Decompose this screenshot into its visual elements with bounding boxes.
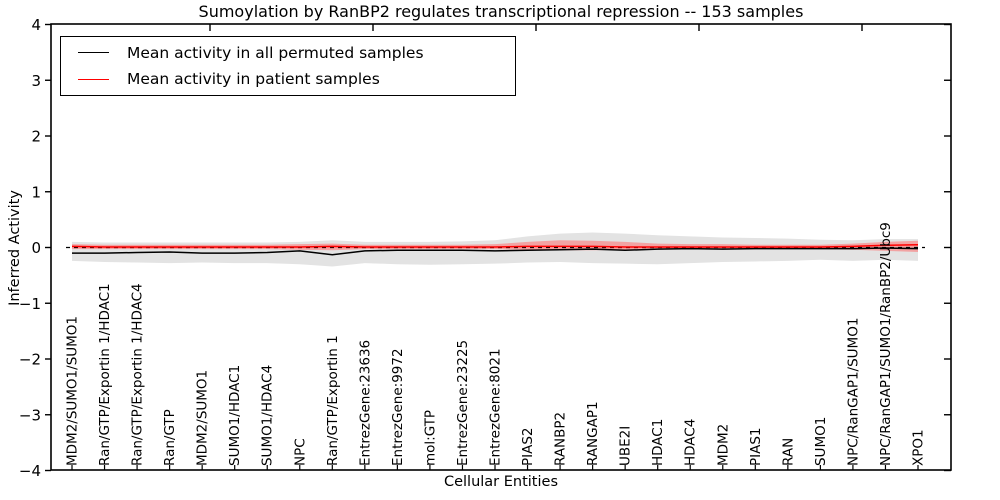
legend-label: Mean activity in all permuted samples xyxy=(127,43,424,62)
legend-item-permuted: Mean activity in all permuted samples xyxy=(61,40,515,66)
x-tick-label: MDM2/SUMO1 xyxy=(195,370,211,466)
x-tick-label: PIAS1 xyxy=(748,427,764,466)
y-axis-label: Inferred Activity xyxy=(7,190,23,306)
legend: Mean activity in all permuted samples Me… xyxy=(60,36,516,96)
x-tick-label: NPC xyxy=(292,438,308,466)
x-tick-label: XPO1 xyxy=(911,429,927,466)
x-tick-label: RAN xyxy=(780,438,796,466)
x-tick-label: RANBP2 xyxy=(553,412,569,466)
x-tick-label: NPC/RanGAP1/SUMO1/RanBP2/Ubc9 xyxy=(878,222,894,466)
x-tick-label: HDAC1 xyxy=(650,419,666,466)
x-tick-label: Ran/GTP/Exportin 1/HDAC4 xyxy=(130,283,146,466)
x-tick-label: SUMO1/HDAC1 xyxy=(227,365,243,466)
y-tick-label: −1 xyxy=(19,295,41,313)
x-tick-label: Ran/GTP xyxy=(162,409,178,466)
y-tick-label: −2 xyxy=(19,351,41,369)
x-tick-label: SUMO1 xyxy=(813,417,829,466)
x-tick-label: EntrezGene:9972 xyxy=(390,348,406,466)
legend-item-patient: Mean activity in patient samples xyxy=(61,66,515,92)
permuted-samples-range-band xyxy=(72,232,918,267)
x-axis-label: Cellular Entities xyxy=(443,474,559,490)
legend-label: Mean activity in patient samples xyxy=(127,70,380,89)
x-tick-label: SUMO1/HDAC4 xyxy=(260,365,276,466)
y-tick-label: −4 xyxy=(19,462,41,480)
x-tick-label: EntrezGene:8021 xyxy=(488,348,504,466)
y-tick-label: −3 xyxy=(19,406,41,424)
x-tick-label: MDM2 xyxy=(715,424,731,466)
y-tick-label: 1 xyxy=(31,183,41,201)
y-tick-label: 4 xyxy=(31,16,41,34)
chart-title: Sumoylation by RanBP2 regulates transcri… xyxy=(198,2,804,21)
x-tick-label: RANGAP1 xyxy=(585,401,601,466)
y-tick-label: 2 xyxy=(31,128,41,146)
x-tick-label: mol:GTP xyxy=(422,410,438,466)
x-tick-label: UBE2I xyxy=(618,426,634,466)
x-tick-label: Ran/GTP/Exportin 1/HDAC1 xyxy=(97,283,113,466)
x-tick-label: HDAC4 xyxy=(683,419,699,466)
x-tick-label: PIAS2 xyxy=(520,427,536,466)
permuted-mean-line xyxy=(72,247,919,256)
x-tick-label: EntrezGene:23225 xyxy=(455,340,471,466)
patient-line-swatch xyxy=(78,78,109,80)
y-tick-label: 3 xyxy=(31,72,41,90)
x-tick-label: MDM2/SUMO1/SUMO1 xyxy=(65,316,81,466)
y-tick-label: 0 xyxy=(31,239,41,257)
x-tick-label: Ran/GTP/Exportin 1 xyxy=(325,335,341,466)
patient-mean-line xyxy=(71,243,919,248)
x-tick-label: EntrezGene:23636 xyxy=(357,340,373,466)
permuted-line-swatch xyxy=(78,52,109,54)
x-tick-label: NPC/RanGAP1/SUMO1 xyxy=(845,318,861,466)
